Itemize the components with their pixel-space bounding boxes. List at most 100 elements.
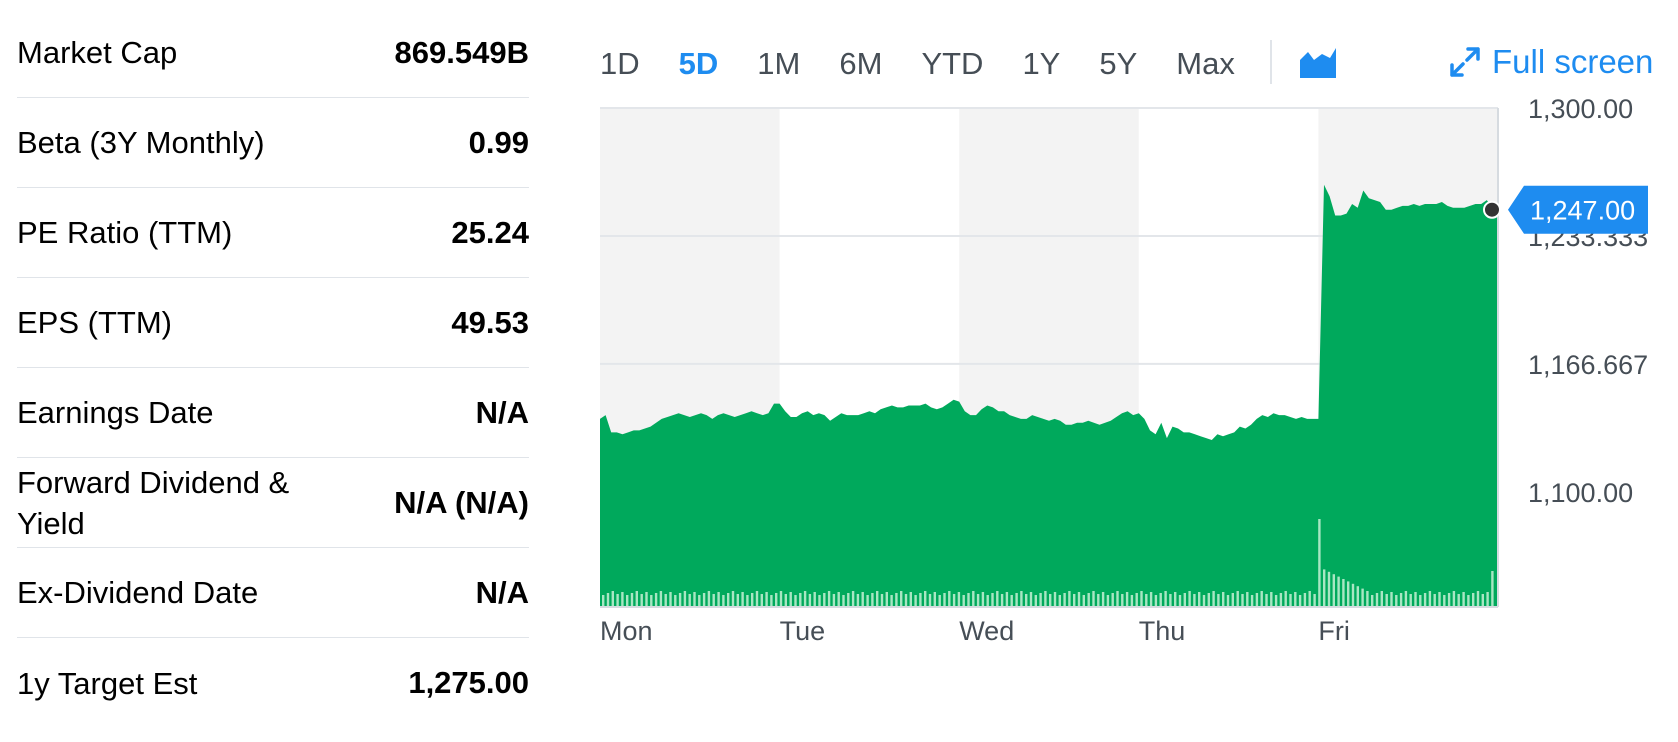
volume-bar	[1260, 591, 1263, 607]
volume-bar	[1207, 593, 1210, 607]
volume-bar	[688, 594, 691, 607]
area-chart-icon[interactable]	[1300, 46, 1336, 78]
tab-6m[interactable]: 6M	[839, 46, 883, 81]
last-price-marker	[1483, 200, 1501, 219]
volume-bar	[924, 591, 927, 607]
volume-bar	[1438, 592, 1441, 607]
volume-bar	[1149, 592, 1153, 607]
volume-bar	[1073, 594, 1076, 607]
volume-bar	[880, 594, 884, 607]
volume-bar	[871, 593, 874, 607]
volume-bar	[1053, 592, 1057, 607]
volume-bar	[847, 593, 850, 607]
volume-bar	[755, 591, 759, 607]
volume-bar	[727, 593, 730, 607]
stat-value: N/A	[475, 574, 529, 610]
tab-max[interactable]: Max	[1176, 46, 1235, 81]
volume-bar	[943, 593, 946, 607]
volume-bar	[789, 592, 792, 607]
tab-1y[interactable]: 1Y	[1022, 46, 1061, 81]
volume-bar	[779, 591, 783, 607]
volume-bar	[1241, 594, 1244, 607]
volume-bar	[1000, 594, 1004, 607]
expand-icon	[1450, 47, 1480, 77]
day-bands	[600, 108, 1498, 607]
volume-bar	[1423, 593, 1427, 607]
tab-1m[interactable]: 1M	[757, 46, 801, 81]
volume-bar	[972, 591, 975, 607]
stat-label: Ex-Dividend Date	[17, 575, 259, 610]
volume-bar	[751, 593, 754, 607]
volume-bar	[1342, 579, 1345, 607]
volume-bar	[1332, 574, 1335, 607]
volume-bar	[1068, 591, 1071, 607]
stat-row: 1y Target Est 1,275.00	[17, 638, 529, 728]
volume-bar	[827, 591, 831, 607]
stat-value: 49.53	[451, 304, 529, 340]
tab-ytd[interactable]: YTD	[921, 46, 984, 81]
stat-label: 1y Target Est	[17, 665, 198, 701]
volume-bar	[948, 591, 951, 607]
volume-bar	[823, 593, 826, 607]
volume-bar	[1414, 592, 1417, 607]
volume-bar	[996, 591, 999, 607]
volume-bar	[1212, 591, 1215, 607]
volume-bar	[1380, 591, 1383, 607]
volume-bar	[909, 592, 912, 607]
volume-bar	[1323, 569, 1326, 607]
volume-bar	[1164, 591, 1167, 607]
volume-bar	[813, 592, 816, 607]
volume-bar	[957, 592, 961, 607]
volume-bar	[1491, 571, 1494, 607]
tab-5d[interactable]: 5D	[678, 46, 719, 81]
volume-bar	[1121, 594, 1124, 607]
volume-bar	[1034, 595, 1037, 607]
day-band	[1318, 108, 1498, 607]
volume-bar	[986, 595, 989, 607]
volume-bar	[702, 593, 706, 607]
quote-summary-table: Market Cap 869.549B Beta (3Y Monthly) 0.99 P…	[17, 8, 529, 728]
current-price-flag: 1,247.00	[1508, 185, 1648, 234]
volume-bar	[626, 595, 629, 607]
volume-bar	[952, 594, 956, 607]
full-screen-button[interactable]: Full screen	[1450, 40, 1653, 84]
stat-row: Forward Dividend & Yield N/A (N/A)	[17, 458, 529, 548]
range-divider	[1270, 40, 1272, 84]
volume-bar	[678, 593, 682, 607]
day-band	[959, 108, 1139, 607]
volume-bar	[707, 591, 711, 607]
stat-value: 0.99	[468, 124, 529, 160]
volume-bar	[611, 591, 614, 607]
stat-label: Earnings Date	[17, 395, 214, 430]
volume-bar	[1419, 595, 1422, 607]
volume-bar	[1183, 593, 1186, 607]
volume-bar	[1356, 586, 1359, 607]
tab-1d[interactable]: 1D	[600, 46, 640, 81]
volume-bar	[1015, 593, 1018, 607]
volume-bar	[904, 594, 908, 607]
volume-bar	[799, 593, 802, 607]
volume-bar	[876, 591, 879, 607]
volume-bar	[962, 595, 965, 607]
x-tick-label: Wed	[959, 616, 1014, 646]
price-area	[600, 184, 1498, 608]
volume-bar	[621, 592, 624, 607]
x-axis-ticks: Mon Tue Wed Thu Fri	[600, 616, 1350, 646]
volume-bar	[1347, 581, 1350, 607]
stat-label: Forward Dividend & Yield	[17, 464, 290, 541]
volume-bar	[1174, 592, 1177, 607]
volume-bar	[1082, 595, 1085, 607]
volume-bar	[1140, 591, 1143, 607]
gridlines	[600, 107, 1498, 493]
volume-bar	[683, 591, 687, 607]
volume-bar	[1044, 591, 1047, 607]
volume-bar	[1198, 592, 1201, 607]
volume-bar	[1462, 592, 1465, 607]
volume-bar	[818, 595, 821, 607]
volume-bar	[861, 592, 864, 607]
tab-5y[interactable]: 5Y	[1099, 46, 1138, 81]
volume-bar	[1178, 595, 1182, 607]
x-tick-label: Tue	[780, 616, 826, 646]
volume-bar	[1106, 595, 1110, 607]
range-tabs: 1D 5D 1M 6M YTD 1Y 5Y Max	[600, 36, 1274, 92]
